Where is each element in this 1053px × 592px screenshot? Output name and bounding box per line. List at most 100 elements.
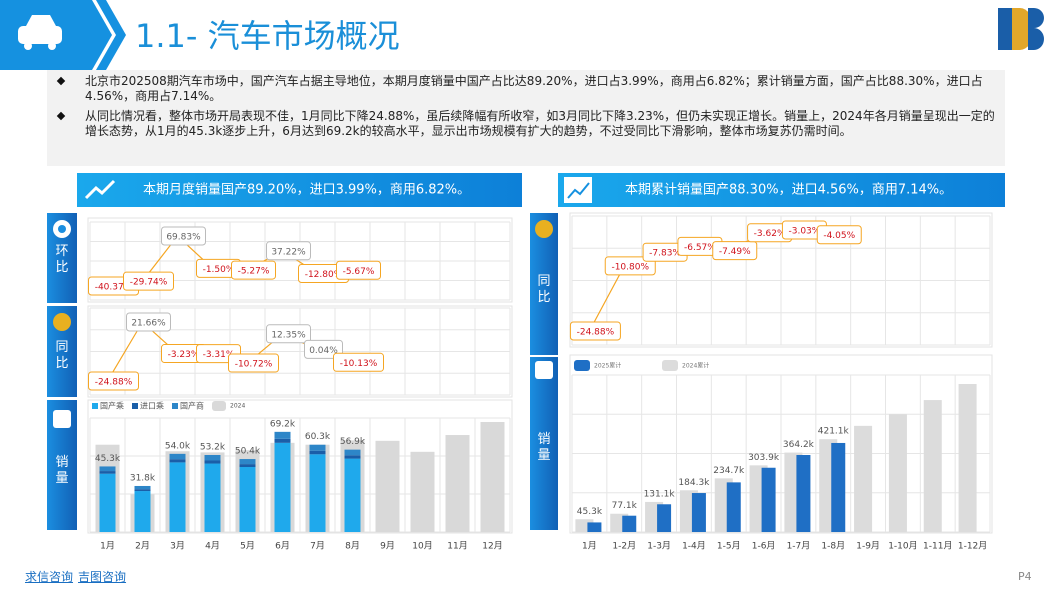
data-label: -3.03% — [788, 227, 820, 237]
bar-current — [691, 493, 706, 532]
data-label: -4.05% — [823, 231, 855, 241]
data-label: -10.72% — [235, 360, 273, 370]
bar-current — [657, 504, 672, 532]
data-label: -7.49% — [719, 247, 751, 257]
data-label: 184.3k — [678, 478, 710, 488]
x-tick-label: 9月 — [380, 541, 395, 552]
bar-2024 — [375, 440, 400, 532]
label-box — [816, 225, 862, 245]
icon — [53, 410, 71, 428]
bar-segment — [344, 458, 361, 532]
legend-swatch — [574, 360, 590, 371]
bar-segment — [204, 460, 221, 464]
icon — [58, 225, 66, 233]
data-label: 37.22% — [271, 247, 306, 257]
footer-link[interactable]: 求信咨询 — [25, 570, 74, 584]
data-label: -24.88% — [577, 328, 615, 338]
data-label: 131.1k — [644, 489, 676, 499]
bar-segment — [344, 449, 361, 456]
legend-label: 国产乘 — [100, 401, 124, 411]
x-tick-label: 1-9月 — [856, 541, 880, 552]
footer-link[interactable]: 吉图咨询 — [78, 570, 127, 584]
x-tick-label: 3月 — [170, 541, 185, 552]
legend-label: 2024累计 — [682, 362, 709, 370]
total-label: 31.8k — [130, 473, 156, 483]
chart-icon — [564, 177, 592, 203]
chart-icon-line — [567, 182, 590, 199]
bar-segment — [134, 489, 151, 492]
data-label: 234.7k — [713, 466, 745, 476]
data-label: -3.23% — [168, 350, 200, 360]
bar-segment — [99, 466, 116, 472]
label-box — [266, 241, 311, 261]
x-tick-label: 1-2月 — [612, 541, 636, 552]
bar-segment — [344, 455, 361, 459]
trend-icon — [84, 179, 116, 200]
bar-2024 — [410, 451, 435, 532]
legend-label: 国产商 — [180, 401, 204, 411]
data-label: -10.13% — [340, 359, 378, 369]
data-label: -5.67% — [343, 267, 375, 277]
bar-segment — [204, 455, 221, 461]
data-label: -7.83% — [649, 249, 681, 259]
bar-segment — [239, 459, 256, 465]
total-label: 69.2k — [270, 419, 296, 429]
page-number: P4 — [1018, 570, 1032, 583]
footer: 求信咨询 吉图咨询 — [25, 568, 131, 585]
bar-segment — [134, 491, 151, 532]
label-box — [88, 371, 139, 391]
x-tick-label: 2月 — [135, 541, 150, 552]
data-label: 0.04% — [309, 346, 338, 356]
bar-current — [587, 522, 602, 532]
car-icon — [18, 26, 62, 44]
label-box — [126, 312, 171, 332]
panel-header — [558, 173, 1005, 207]
bullet: 从同比情况看，整体市场开局表现不佳，1月同比下降24.88%，虽后续降幅有所收窄… — [56, 109, 997, 139]
bar-segment — [239, 467, 256, 532]
data-label: -3.62% — [754, 229, 786, 239]
side-tab — [530, 357, 558, 530]
data-label: -3.31% — [203, 350, 235, 360]
x-tick-label: 7月 — [310, 541, 325, 552]
legend-swatch — [172, 403, 178, 409]
total-label: 53.2k — [200, 443, 226, 453]
bullet-marker — [56, 111, 66, 121]
x-tick-label: 1-3月 — [647, 541, 671, 552]
x-tick-label: 1-6月 — [752, 541, 776, 552]
x-tick-label: 10月 — [412, 541, 432, 552]
bar-current — [622, 515, 637, 532]
bar-segment — [99, 473, 116, 532]
car-icon-top — [26, 15, 56, 26]
icon — [535, 220, 553, 238]
bullet-box: 北京市202508期汽车市场中，国产汽车占据主导地位，本期月度销量中国产占比达8… — [47, 70, 1005, 166]
bullet-text: 从同比情况看，整体市场开局表现不佳，1月同比下降24.88%，虽后续降幅有所收窄… — [85, 109, 995, 138]
total-label: 50.4k — [235, 447, 261, 457]
bar-prev — [923, 400, 942, 532]
x-tick-label: 1-5月 — [717, 541, 741, 552]
header-stripe — [96, 0, 126, 70]
bar-segment — [204, 463, 221, 532]
label-box — [604, 256, 656, 276]
label-box — [161, 226, 206, 246]
bar-prev — [888, 414, 907, 532]
data-label: -24.88% — [95, 378, 133, 388]
data-label: -5.27% — [238, 267, 270, 277]
bar-2024 — [445, 435, 470, 532]
legend-swatch — [92, 403, 98, 409]
title: 1.1- 汽车市场概况 — [135, 17, 400, 55]
bar-current — [831, 442, 846, 532]
x-tick-label: 12月 — [482, 541, 502, 552]
total-label: 54.0k — [165, 441, 191, 451]
x-tick-label: 11月 — [447, 541, 467, 552]
bar-segment — [274, 431, 291, 439]
x-tick-label: 8月 — [345, 541, 360, 552]
bar-current — [761, 467, 776, 532]
data-label: 364.2k — [783, 440, 815, 450]
x-tick-label: 5月 — [240, 541, 255, 552]
x-tick-label: 1-10月 — [888, 541, 917, 552]
x-tick-label: 1月 — [582, 541, 597, 552]
bar-segment — [274, 442, 291, 532]
icon — [53, 313, 71, 331]
